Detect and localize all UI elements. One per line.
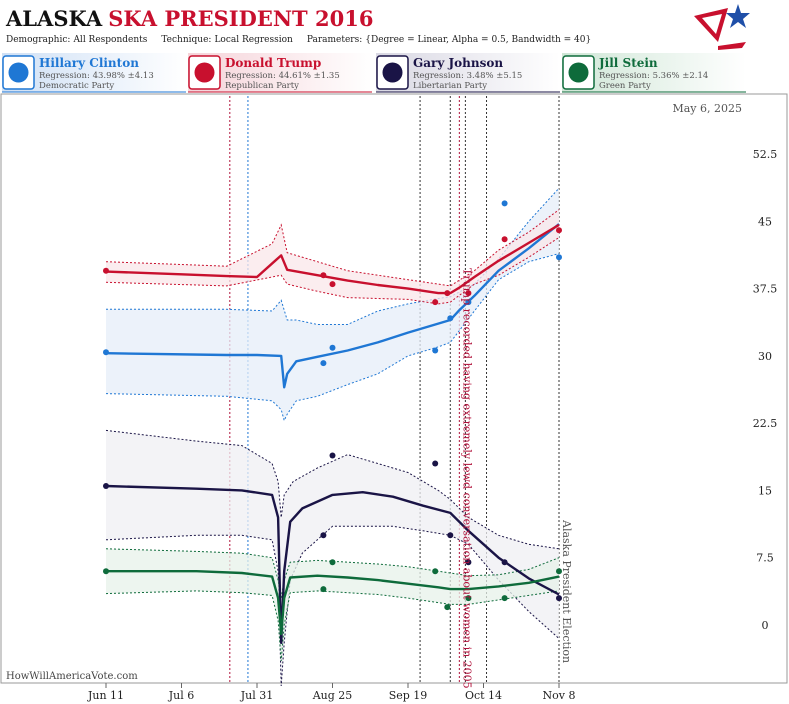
jill-stein-trend-line [106, 570, 560, 636]
y-tick-label: 7.5 [756, 552, 774, 565]
hillary-clinton-poll-point [465, 299, 472, 306]
jill-stein-lower-bound [105, 590, 560, 661]
donald-trump-poll-point [432, 299, 439, 306]
watermark: HowWillAmericaVote.com [6, 671, 138, 682]
donald-trump-upper-bound [105, 209, 560, 287]
gary-johnson-poll-point [432, 460, 439, 467]
gary-johnson-poll-point [103, 483, 109, 489]
donald-trump-poll-point [444, 290, 451, 297]
donald-trump-poll-point [320, 272, 327, 279]
x-tick-label: Jul 6 [168, 689, 195, 702]
jill-stein-poll-point [465, 595, 472, 602]
legend-candidate-name: Jill Stein [598, 56, 658, 70]
donald-trump-poll-point [501, 236, 508, 243]
jill-stein-poll-point [501, 595, 508, 602]
jill-stein-poll-point [320, 586, 327, 593]
jill-stein-upper-bound [105, 548, 560, 599]
legend-regression: Regression: 3.48% ±5.15 [413, 71, 522, 81]
x-tick-label: Sep 19 [389, 689, 428, 702]
x-tick-label: Aug 25 [312, 689, 353, 702]
gary-johnson-poll-point [320, 532, 327, 539]
event-annotation-lewd-tape: Trump recorded having extremely lewd con… [460, 268, 473, 689]
legend-party: Democratic Party [39, 81, 114, 91]
legend-regression: Regression: 44.61% ±1.35 [225, 71, 340, 81]
hillary-clinton-poll-point [329, 344, 336, 351]
legend-regression: Regression: 5.36% ±2.14 [599, 71, 708, 81]
gary-johnson-poll-point [556, 595, 562, 602]
legend-candidate-name: Gary Johnson [413, 56, 503, 70]
y-tick-label: 37.5 [753, 283, 778, 296]
y-tick-label: 52.5 [753, 148, 778, 161]
donald-trump-poll-point [465, 290, 472, 297]
hillary-clinton-poll-point [320, 360, 327, 367]
title-state: ALASKA [5, 6, 103, 31]
donald-trump-poll-point [329, 281, 336, 288]
legend-regression: Regression: 43.98% ±4.13 [39, 71, 154, 81]
y-tick-label: 45 [758, 215, 772, 228]
confidence-bands [105, 187, 560, 687]
gary-johnson-poll-point [447, 532, 454, 539]
event-annotation-election: Alaska President Election [560, 519, 573, 663]
trend-lines [105, 223, 560, 645]
jill-stein-poll-point [432, 568, 439, 575]
y-tick-label: 30 [758, 350, 772, 363]
donald-trump-poll-point [103, 267, 109, 274]
x-tick-label: Nov 8 [543, 689, 576, 702]
hillary-clinton-poll-point [501, 200, 508, 207]
x-tick-label: Jun 11 [87, 689, 124, 702]
hillary-clinton-poll-point [432, 347, 439, 354]
donald-trump-trend-line [105, 223, 560, 295]
donald-trump-poll-point [556, 227, 562, 234]
poll-points [103, 200, 562, 611]
gary-johnson-lower-bound [105, 525, 560, 687]
y-tick-label: 15 [758, 484, 772, 497]
hillary-clinton-upper-bound [106, 187, 560, 325]
site-logo-icon [694, 4, 750, 50]
y-axis-ticks: 0 7.5 15 22.5 30 37.5 45 52.5 [753, 148, 778, 632]
x-tick-label: Oct 14 [465, 689, 502, 702]
gary-johnson-poll-point [329, 452, 336, 459]
hillary-clinton-trend-line [105, 223, 560, 389]
x-tick-label: Jul 31 [240, 689, 274, 702]
chart-parameters: Demographic: All Respondents Technique: Loc… [6, 35, 591, 45]
gary-johnson-trend-line [105, 484, 560, 645]
flower-icon-glyph [568, 62, 589, 83]
gary-johnson-poll-point [465, 559, 472, 566]
x-axis-ticks: Jun 11 Jul 6 Jul 31 Aug 25 Sep 19 Oct 14 Nov 8 [87, 683, 576, 702]
legend-candidate-name: Donald Trump [225, 56, 321, 70]
jill-stein-poll-point [329, 559, 336, 566]
hillary-clinton-poll-point [447, 315, 454, 322]
chart-title: ALASKA SKA PRESIDENT 2016 [5, 6, 373, 31]
gary-johnson-poll-point [501, 559, 508, 566]
hillary-clinton-poll-point [556, 254, 562, 261]
hillary-clinton-band [106, 188, 559, 421]
legend-party: Republican Party [225, 81, 299, 91]
plot-frame [0, 93, 788, 684]
donald-trump-band [106, 209, 559, 304]
gary-johnson-band [106, 430, 559, 686]
event-annotations: Trump recorded having extremely lewd con… [460, 268, 573, 689]
legend-party: Green Party [599, 81, 651, 91]
jill-stein-band [106, 548, 559, 661]
legend-candidate-name: Hillary Clinton [39, 56, 139, 70]
gary-johnson-upper-bound [105, 429, 560, 550]
y-tick-label: 0 [762, 619, 769, 632]
statue-of-liberty-icon-glyph [382, 62, 403, 83]
elephant-icon-glyph [194, 62, 215, 83]
jill-stein-poll-point [444, 604, 451, 611]
jill-stein-poll-point [556, 568, 562, 575]
as-of-date: May 6, 2025 [672, 102, 742, 115]
hillary-clinton-poll-point [103, 349, 109, 356]
y-tick-label: 22.5 [753, 417, 778, 430]
jill-stein-poll-point [103, 568, 109, 575]
donkey-icon-glyph [8, 62, 29, 83]
title-race: SKA PRESIDENT 2016 [108, 6, 373, 31]
legend-party: Libertarian Party [413, 81, 487, 91]
